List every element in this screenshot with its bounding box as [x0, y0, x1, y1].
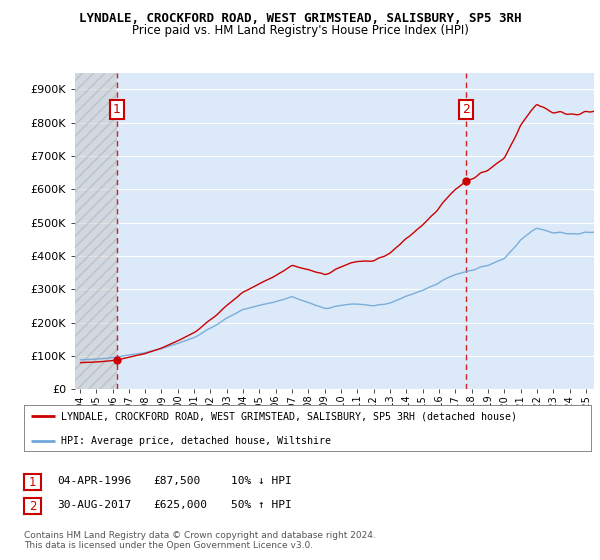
Text: £87,500: £87,500 — [153, 476, 200, 486]
Text: 10% ↓ HPI: 10% ↓ HPI — [231, 476, 292, 486]
Text: 2: 2 — [462, 103, 470, 116]
Text: LYNDALE, CROCKFORD ROAD, WEST GRIMSTEAD, SALISBURY, SP5 3RH: LYNDALE, CROCKFORD ROAD, WEST GRIMSTEAD,… — [79, 12, 521, 25]
Text: LYNDALE, CROCKFORD ROAD, WEST GRIMSTEAD, SALISBURY, SP5 3RH (detached house): LYNDALE, CROCKFORD ROAD, WEST GRIMSTEAD,… — [61, 412, 517, 421]
Text: 1: 1 — [113, 103, 121, 116]
Text: 50% ↑ HPI: 50% ↑ HPI — [231, 500, 292, 510]
Text: 30-AUG-2017: 30-AUG-2017 — [57, 500, 131, 510]
Text: 2: 2 — [29, 500, 36, 513]
Text: £625,000: £625,000 — [153, 500, 207, 510]
Text: Price paid vs. HM Land Registry's House Price Index (HPI): Price paid vs. HM Land Registry's House … — [131, 24, 469, 37]
Text: 04-APR-1996: 04-APR-1996 — [57, 476, 131, 486]
Text: HPI: Average price, detached house, Wiltshire: HPI: Average price, detached house, Wilt… — [61, 436, 331, 446]
Text: 1: 1 — [29, 475, 36, 489]
Text: Contains HM Land Registry data © Crown copyright and database right 2024.
This d: Contains HM Land Registry data © Crown c… — [24, 531, 376, 550]
